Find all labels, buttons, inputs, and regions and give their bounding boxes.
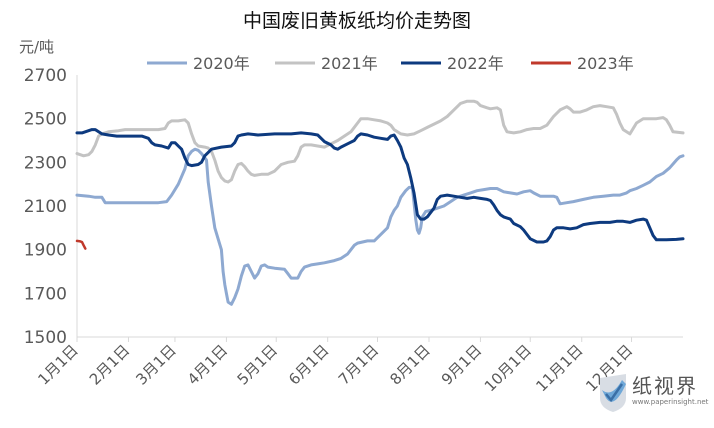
x-axis: 1月1日 2月1日 3月1日 4月1日 5月1日 6月1日 7月1日 8月1日 9月1日10月1… (34, 336, 683, 395)
legend-label: 2021年 (321, 54, 378, 73)
y-tick-label: 2300 (24, 153, 67, 173)
y-tick-label: 1900 (24, 241, 67, 261)
logo-mark-icon (600, 374, 626, 412)
logo-text: 纸视界 (632, 374, 698, 398)
x-tick-label: 10月1日 (481, 341, 535, 395)
legend-label: 2023年 (577, 54, 634, 73)
y-axis-unit: 元/吨 (19, 38, 55, 56)
x-tick-label: 2月1日 (86, 341, 133, 388)
x-tick-label: 7月1日 (335, 341, 382, 388)
legend: 2020年 2021年 2022年 2023年 (147, 54, 634, 73)
x-tick-label: 5月1日 (234, 341, 281, 388)
x-tick-label: 1月1日 (34, 341, 81, 388)
x-tick-label: 3月1日 (132, 341, 179, 388)
y-axis: 1500 1700 1900 2100 2300 2500 2700 (24, 66, 78, 348)
y-tick-label: 2100 (24, 197, 67, 217)
y-tick-label: 2700 (24, 66, 67, 86)
y-tick-label: 2500 (24, 110, 67, 130)
series-2023e5b9b4-line (75, 239, 87, 250)
chart-title: 中国废旧黄板纸均价走势图 (242, 10, 471, 32)
brand-logo: 纸视界 www.paperinsight.net (596, 370, 709, 418)
series-2022e5b9b4-line (75, 128, 685, 244)
x-tick-label: 4月1日 (184, 341, 231, 388)
y-tick-label: 1500 (24, 328, 67, 348)
legend-label: 2022年 (447, 54, 504, 73)
series-lines (75, 99, 685, 306)
logo-url: www.paperinsight.net (632, 398, 709, 406)
x-tick-label: 11月1日 (532, 341, 586, 395)
x-tick-label: 9月1日 (438, 341, 485, 388)
legend-label: 2020年 (193, 54, 250, 73)
x-tick-label: 8月1日 (386, 341, 433, 388)
series-2021e5b9b4-line (75, 99, 685, 184)
x-tick-label: 6月1日 (285, 341, 332, 388)
y-tick-label: 1700 (24, 284, 67, 304)
series-2020e5b9b4-line (75, 147, 685, 306)
